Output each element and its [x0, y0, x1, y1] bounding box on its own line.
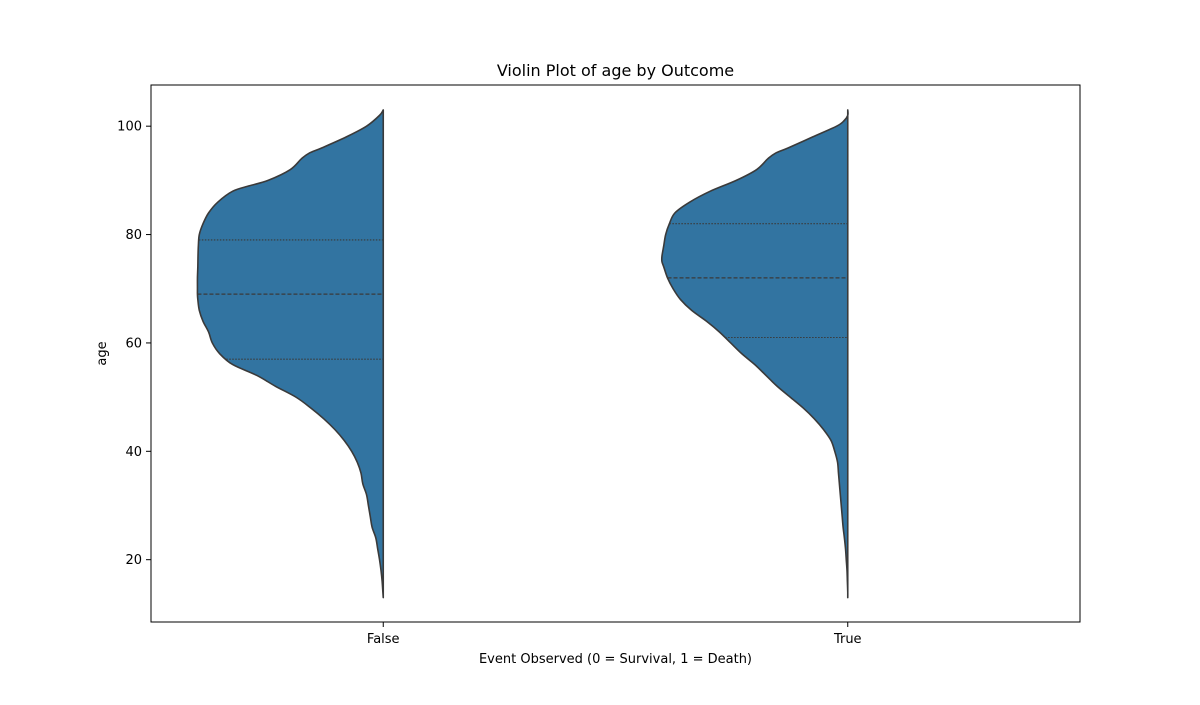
y-tick-label: 20: [125, 553, 142, 568]
quartiles-layer: [197, 223, 848, 360]
violins-layer: [196, 109, 849, 599]
plot-frame: [150, 84, 1081, 623]
y-tick-label: 100: [117, 120, 142, 135]
violin-false: [196, 109, 385, 599]
y-axis-ticks: 20 40 60 80 100: [117, 120, 151, 568]
y-tick-label: 80: [125, 228, 142, 243]
chart-title: Violin Plot of age by Outcome: [497, 61, 734, 80]
x-tick-label-false: False: [367, 632, 400, 647]
y-axis-label: age: [95, 341, 110, 365]
x-axis-label: Event Observed (0 = Survival, 1 = Death): [479, 652, 752, 667]
violin-true: [660, 109, 849, 599]
y-tick-label: 40: [125, 445, 142, 460]
x-axis-ticks: False True: [367, 622, 862, 647]
x-tick-label-true: True: [833, 632, 862, 647]
y-tick-label: 60: [125, 336, 142, 351]
